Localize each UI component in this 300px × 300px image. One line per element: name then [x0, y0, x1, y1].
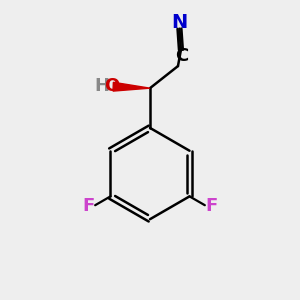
- Text: H: H: [94, 77, 110, 95]
- Text: N: N: [171, 13, 188, 32]
- Polygon shape: [113, 82, 150, 91]
- Text: F: F: [82, 197, 95, 215]
- Text: C: C: [175, 47, 188, 65]
- Text: F: F: [205, 197, 218, 215]
- Text: O: O: [104, 77, 119, 95]
